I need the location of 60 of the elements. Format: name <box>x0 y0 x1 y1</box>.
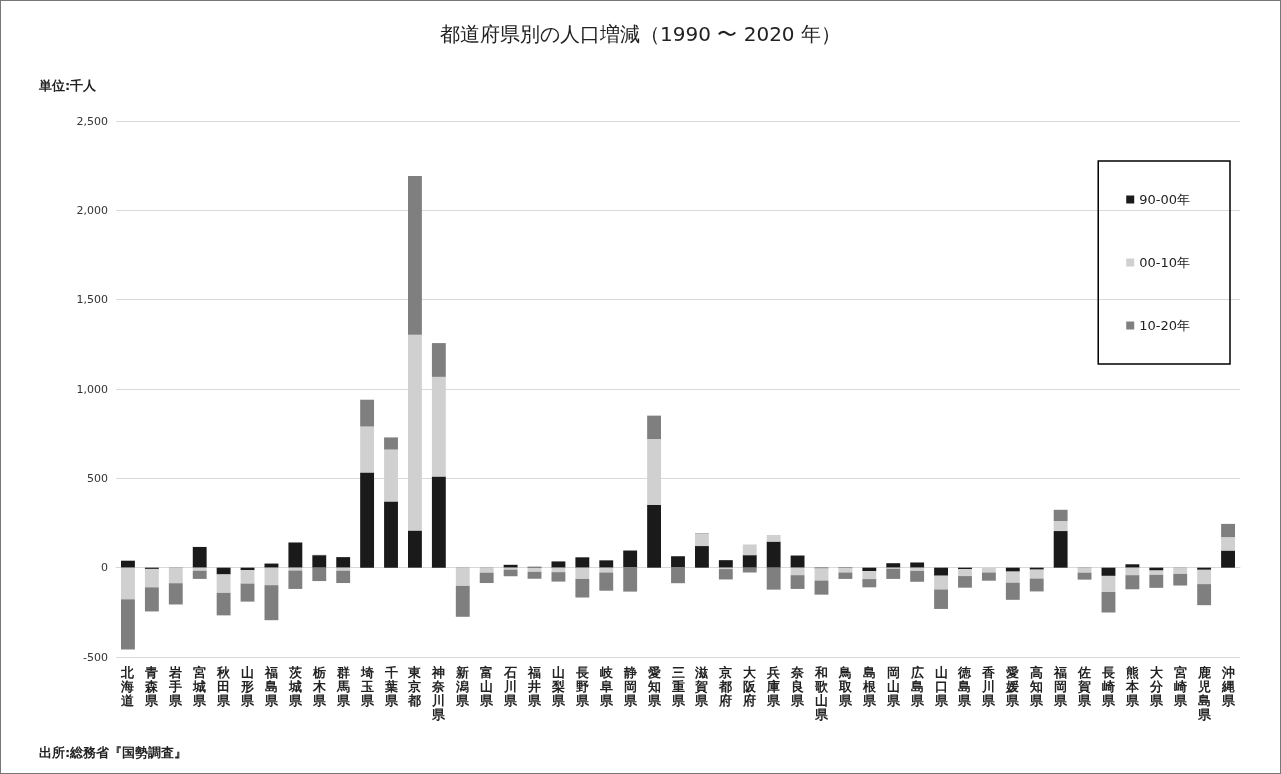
x-tick-label: 愛媛県 <box>1005 664 1021 708</box>
x-tick-label: 福岡県 <box>1053 664 1069 708</box>
x-tick-label: 新潟県 <box>455 664 471 708</box>
x-tick-label: 茨城県 <box>287 664 303 708</box>
x-tick-label: 岐阜県 <box>598 664 614 708</box>
x-tick-label: 沖縄県 <box>1220 664 1236 708</box>
x-tick-label: 秋田県 <box>216 664 232 708</box>
y-tick-label: 1,000 <box>76 382 108 396</box>
legend-label: 90-00年 <box>1139 192 1191 207</box>
x-tick-label: 徳島県 <box>957 664 973 708</box>
x-tick-label: 山口県 <box>933 664 949 708</box>
x-tick-label: 山梨県 <box>550 664 566 708</box>
y-tick-label: 2,500 <box>76 114 108 128</box>
x-tick-label: 宮崎県 <box>1172 664 1188 708</box>
text: 出所:総務省『国勢調査』 <box>39 745 188 760</box>
x-tick-label: 東京都 <box>407 664 423 708</box>
x-tick-label: 長崎県 <box>1100 664 1116 708</box>
x-tick-label: 静岡県 <box>622 664 638 708</box>
x-tick-label: 宮城県 <box>192 664 208 708</box>
x-tick-label: 高知県 <box>1029 664 1045 708</box>
y-tick-label: 2,000 <box>76 203 108 217</box>
x-tick-label: 熊本県 <box>1124 664 1140 708</box>
x-tick-label: 三重県 <box>670 664 686 708</box>
x-tick-label: 岩手県 <box>168 664 184 708</box>
x-tick-label: 香川県 <box>981 664 997 708</box>
chart-title: 都道府県別の人口増減（1990 〜 2020 年） <box>440 22 841 46</box>
x-tick-label: 神奈川県 <box>431 664 447 722</box>
x-tick-label: 広島県 <box>909 664 925 708</box>
x-tick-label: 長野県 <box>574 664 590 708</box>
x-tick-label: 島根県 <box>861 664 877 708</box>
x-tick-label: 大分県 <box>1148 664 1164 708</box>
x-tick-label: 大阪府 <box>742 664 758 708</box>
x-tick-label: 滋賀県 <box>694 664 710 708</box>
x-tick-label: 福井県 <box>527 664 543 708</box>
y-tick-label: -500 <box>83 650 108 664</box>
x-tick-label: 群馬県 <box>335 664 351 708</box>
x-tick-label: 栃木県 <box>311 664 327 708</box>
x-tick-label: 北海道 <box>120 664 136 708</box>
x-tick-label: 鹿児島県 <box>1196 664 1212 722</box>
x-tick-label: 佐賀県 <box>1077 664 1093 708</box>
x-tick-label: 福島県 <box>263 664 279 708</box>
x-tick-label: 石川県 <box>503 664 519 708</box>
x-tick-label: 愛知県 <box>646 664 662 708</box>
x-tick-label: 岡山県 <box>885 664 901 708</box>
x-tick-label: 山形県 <box>240 664 256 708</box>
legend-label: 10-20年 <box>1139 318 1191 333</box>
y-tick-label: 1,500 <box>76 293 108 307</box>
x-tick-label: 千葉県 <box>383 664 399 708</box>
y-tick-label: 500 <box>87 471 108 485</box>
x-tick-label: 鳥取県 <box>837 664 853 708</box>
x-tick-label: 兵庫県 <box>766 664 782 708</box>
x-tick-label: 青森県 <box>144 664 160 708</box>
legend-label: 00-10年 <box>1139 255 1191 270</box>
x-tick-label: 和歌山県 <box>813 664 829 722</box>
x-tick-label: 奈良県 <box>790 664 806 708</box>
y-tick-label: 0 <box>101 561 108 575</box>
x-tick-label: 富山県 <box>479 664 495 708</box>
y-axis-title: 単位:千人 <box>38 78 98 93</box>
x-tick-label: 埼玉県 <box>359 664 375 708</box>
x-tick-label: 京都府 <box>718 664 733 708</box>
